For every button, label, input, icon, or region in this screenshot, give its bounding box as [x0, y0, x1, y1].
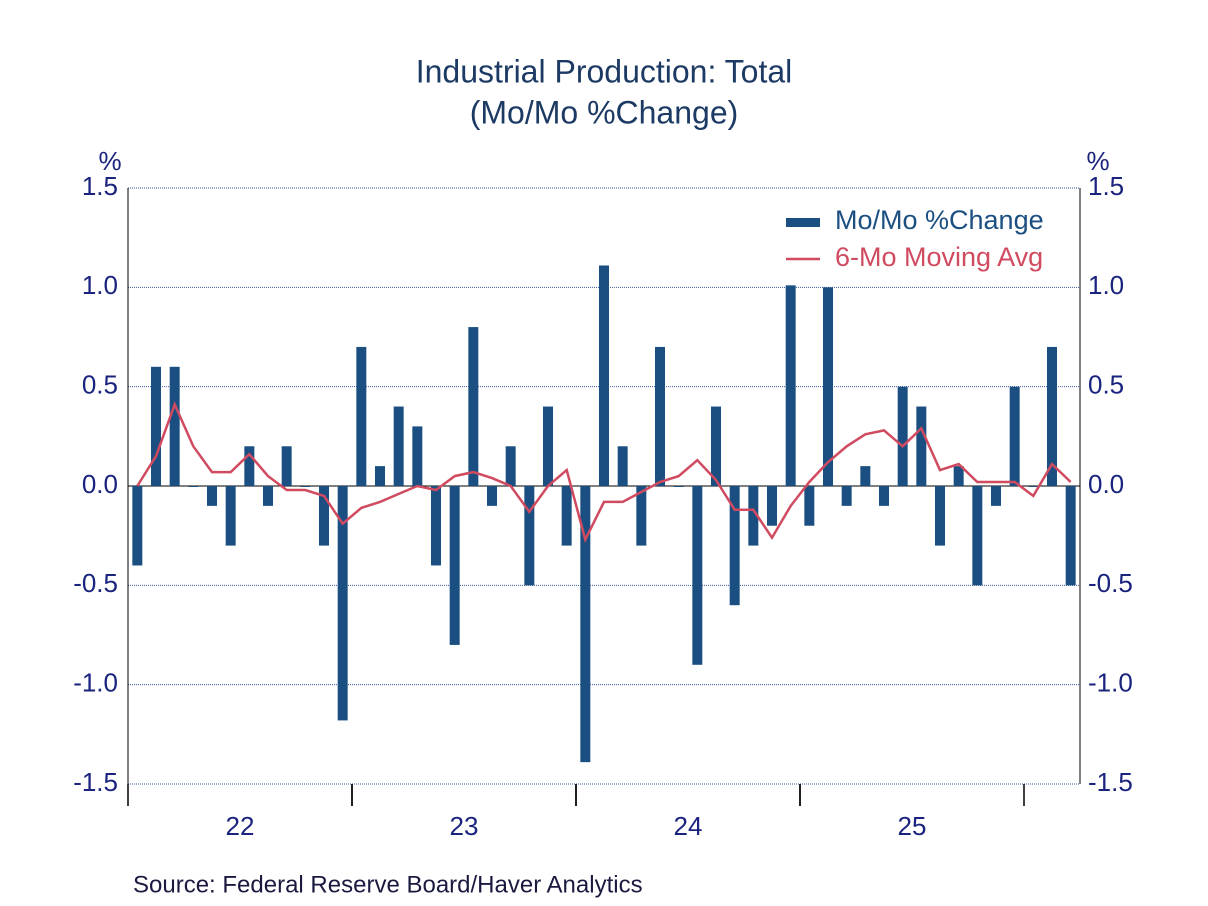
x-tick-label: 25 — [898, 811, 927, 841]
bar — [207, 486, 217, 506]
legend-label: 6-Mo Moving Avg — [835, 242, 1043, 272]
legend-label: Mo/Mo %Change — [835, 205, 1044, 235]
line — [136, 401, 1072, 544]
bar — [225, 486, 236, 546]
bar — [169, 366, 180, 486]
bar — [412, 426, 423, 486]
bar — [1009, 386, 1020, 486]
x-tick-label: 22 — [226, 811, 255, 841]
y2-unit: % — [1086, 146, 1109, 176]
bar — [655, 346, 665, 486]
y-tick-label: 1.5 — [82, 171, 118, 201]
x-tick-label: 24 — [674, 811, 703, 841]
source-note: Source: Federal Reserve Board/Haver Anal… — [133, 871, 643, 898]
bar — [804, 486, 815, 526]
bar — [935, 486, 945, 546]
bar — [897, 386, 908, 486]
bar — [1028, 486, 1039, 487]
bar — [505, 446, 516, 486]
bar — [879, 486, 889, 506]
bar — [692, 486, 703, 665]
bar — [393, 406, 404, 486]
bar — [151, 366, 161, 486]
bar — [823, 287, 833, 486]
y-tick-label: -1.0 — [73, 668, 118, 698]
bar — [300, 486, 311, 487]
bar — [337, 486, 348, 721]
bar — [673, 486, 684, 487]
bar — [711, 406, 721, 486]
bar — [580, 486, 591, 763]
bar — [972, 486, 983, 586]
y2-tick-label: 1.5 — [1088, 171, 1124, 201]
chart-subtitle: (Mo/Mo %Change) — [470, 94, 739, 130]
bar — [561, 486, 572, 546]
y2-tick-label: 0.0 — [1088, 469, 1124, 499]
legend-swatch — [786, 218, 820, 227]
bar — [1047, 346, 1057, 486]
y-unit: % — [98, 146, 121, 176]
bar — [599, 265, 609, 486]
bar — [319, 486, 329, 546]
y2-tick-label: -1.0 — [1088, 668, 1133, 698]
bar — [244, 446, 255, 486]
bar — [785, 285, 796, 486]
bar — [953, 466, 964, 486]
y-tick-label: -1.5 — [73, 767, 118, 797]
bar — [281, 446, 292, 486]
bar — [841, 486, 852, 506]
bar — [748, 486, 759, 546]
bar — [636, 486, 647, 546]
bar — [860, 466, 871, 486]
y-tick-label: 0.5 — [82, 370, 118, 400]
bar — [375, 466, 385, 486]
bar — [991, 486, 1001, 506]
bar — [356, 346, 367, 486]
bar — [431, 486, 441, 566]
y2-tick-label: 1.0 — [1088, 270, 1124, 300]
x-tick-label: 23 — [450, 811, 479, 841]
bar — [188, 486, 199, 487]
bar — [487, 486, 497, 506]
bar — [767, 486, 777, 526]
bar — [729, 486, 740, 606]
y2-tick-label: -1.5 — [1088, 767, 1133, 797]
bar — [524, 486, 535, 586]
chart-title: Industrial Production: Total — [416, 53, 793, 89]
bar — [263, 486, 273, 506]
y-tick-label: 1.0 — [82, 270, 118, 300]
bar — [916, 406, 927, 486]
bar — [449, 486, 460, 645]
bar — [543, 406, 553, 486]
bar — [132, 486, 143, 566]
bar — [468, 327, 479, 486]
y-tick-label: -0.5 — [73, 568, 118, 598]
y2-tick-label: 0.5 — [1088, 370, 1124, 400]
bar — [617, 446, 628, 486]
y2-tick-label: -0.5 — [1088, 568, 1133, 598]
bar — [1065, 486, 1076, 586]
y-tick-label: 0.0 — [82, 469, 118, 499]
